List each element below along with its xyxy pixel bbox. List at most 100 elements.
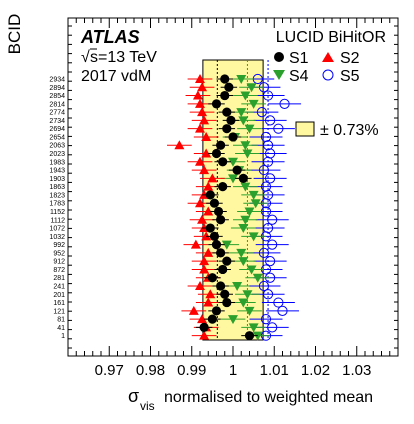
point-s1-992 — [211, 240, 222, 250]
energy-label-rest: s=13 TeV — [90, 49, 157, 66]
point-s5-2774 — [256, 107, 267, 118]
energy-sqrt-glyph: √ — [81, 49, 90, 66]
point-s4-2023 — [242, 149, 253, 159]
y-tick-label-1863: 1863 — [49, 184, 65, 191]
y-tick-label-1983: 1983 — [49, 159, 65, 166]
series-s1 — [195, 74, 258, 341]
point-s5-2654 — [260, 131, 272, 143]
y-axis-label: BCID — [5, 14, 24, 55]
point-s2-2654 — [201, 131, 212, 141]
legend-label-s2: S2 — [340, 50, 360, 67]
point-s2-241 — [195, 281, 205, 290]
y-tick-label-121: 121 — [53, 308, 65, 315]
point-s2-2894 — [197, 82, 208, 92]
point-s2-2023 — [201, 148, 212, 158]
point-s1-2854 — [220, 90, 230, 101]
y-tick-label-2854: 2854 — [49, 93, 65, 100]
legend-label-s5: S5 — [340, 68, 360, 85]
point-s1-2894 — [224, 82, 234, 92]
point-s1-2694 — [222, 124, 232, 134]
x-tick-label-3: 1 — [229, 362, 237, 379]
y-tick-label-2654: 2654 — [49, 134, 65, 141]
legend: S1 S2 S4 S5 ± 0.73% — [273, 50, 379, 139]
y-tick-label-2814: 2814 — [49, 101, 65, 108]
point-s2-201 — [205, 289, 216, 299]
point-s5-121 — [277, 305, 288, 316]
point-s2-161 — [203, 297, 214, 307]
y-tick-label-1152: 1152 — [50, 209, 65, 216]
point-s1-81 — [207, 314, 217, 324]
point-s4-121 — [244, 306, 255, 316]
point-s1-2023 — [211, 148, 222, 159]
point-s5-1983 — [262, 156, 274, 167]
point-s4-1983 — [228, 157, 238, 167]
point-s1-281 — [207, 273, 217, 283]
point-s5-1903 — [265, 173, 276, 184]
legend-marker-s5 — [322, 69, 334, 81]
x-tick-label-6: 1.03 — [342, 362, 371, 379]
point-s1-2814 — [211, 99, 222, 109]
y-tick-label-2934: 2934 — [49, 77, 65, 84]
point-s2-2734 — [199, 115, 210, 125]
point-s2-2814 — [195, 98, 205, 108]
point-s5-41 — [267, 322, 278, 333]
point-s4-2894 — [246, 83, 257, 93]
point-s5-2063 — [262, 140, 274, 151]
experiment-label: ATLAS — [80, 27, 140, 47]
legend-band-label: ± 0.73% — [320, 122, 379, 139]
point-s5-912 — [265, 256, 276, 267]
point-s4-41 — [248, 323, 259, 333]
y-tick-label-41: 41 — [57, 325, 65, 332]
x-tick-label-1: 0.98 — [136, 362, 165, 379]
y-tick-label-1: 1 — [61, 333, 65, 340]
y-tick-label-2774: 2774 — [49, 110, 65, 117]
point-s2-1112 — [197, 214, 208, 224]
point-s4-2063 — [240, 141, 251, 151]
y-tick-label-952: 952 — [53, 250, 65, 257]
y-tick-label-1072: 1072 — [49, 226, 65, 233]
point-s1-1983 — [218, 157, 228, 167]
y-tick-label-161: 161 — [53, 300, 65, 307]
point-s1-201 — [220, 289, 230, 299]
point-s1-121 — [211, 306, 222, 316]
point-s4-1152 — [244, 207, 255, 217]
x-axis-label-rest: normalised to weighted mean — [164, 389, 373, 406]
point-s1-2934 — [220, 74, 230, 84]
series-group — [167, 73, 302, 341]
point-s4-1783 — [250, 199, 261, 209]
point-s2-1943 — [199, 165, 210, 175]
point-s5-81 — [260, 314, 272, 325]
point-s1-1943 — [232, 165, 242, 175]
point-s4-1903 — [228, 174, 238, 184]
run-label: 2017 vdM — [81, 68, 151, 85]
point-s1-1783 — [209, 198, 220, 208]
y-tick-label-992: 992 — [53, 242, 65, 249]
x-axis-label-symbol: σ — [128, 386, 139, 406]
point-s4-1112 — [240, 215, 251, 225]
point-s4-952 — [236, 248, 247, 258]
point-s4-1863 — [240, 182, 251, 192]
point-s4-2854 — [240, 91, 251, 101]
point-s5-952 — [258, 247, 270, 258]
legend-marker-s4 — [273, 70, 285, 80]
point-s5-1943 — [258, 164, 270, 176]
y-tick-label-872: 872 — [53, 267, 65, 274]
y-tick-label-1032: 1032 — [49, 234, 65, 241]
plot-frame — [67, 17, 399, 357]
point-s4-2934 — [236, 75, 247, 84]
point-s1-1112 — [216, 215, 226, 225]
point-s5-161 — [273, 297, 284, 308]
point-s2-1 — [199, 330, 210, 340]
point-s2-1903 — [207, 173, 218, 183]
point-s1-872 — [218, 264, 228, 275]
point-s4-2694 — [244, 124, 255, 134]
point-s2-992 — [190, 239, 201, 249]
point-s4-81 — [228, 315, 238, 325]
point-s4-1823 — [248, 190, 259, 200]
point-s2-872 — [199, 264, 210, 274]
y-tick-label-1112: 1112 — [50, 217, 65, 224]
point-s4-912 — [238, 257, 249, 267]
